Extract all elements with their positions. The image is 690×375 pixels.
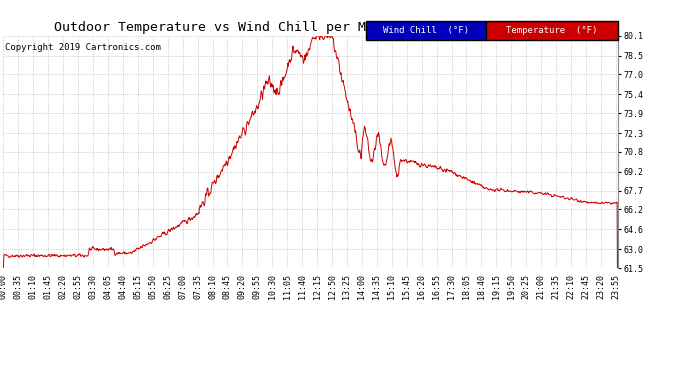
Title: Outdoor Temperature vs Wind Chill per Minute (24 Hours) 20190902: Outdoor Temperature vs Wind Chill per Mi…	[55, 21, 566, 34]
FancyBboxPatch shape	[366, 21, 486, 40]
FancyBboxPatch shape	[486, 21, 618, 40]
Text: Wind Chill  (°F): Wind Chill (°F)	[383, 26, 469, 35]
Text: Copyright 2019 Cartronics.com: Copyright 2019 Cartronics.com	[5, 43, 161, 52]
Text: Temperature  (°F): Temperature (°F)	[506, 26, 598, 35]
